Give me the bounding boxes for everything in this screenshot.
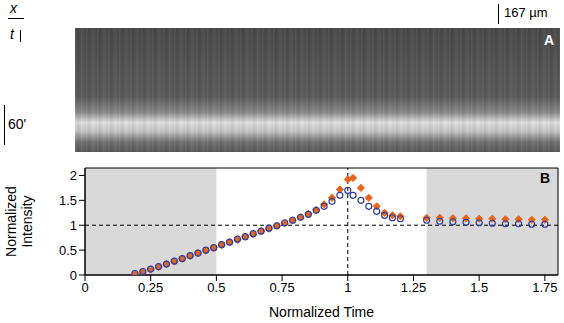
svg-text:1.5: 1.5 — [59, 193, 77, 208]
html-text:B: B — [540, 170, 551, 186]
svg-text:0.25: 0.25 — [138, 280, 163, 295]
html-text:A: A — [543, 32, 554, 48]
svg-text:0.5: 0.5 — [207, 280, 225, 295]
svg-text:NormalizedIntensity: NormalizedIntensity — [3, 186, 35, 257]
svg-text:1.75: 1.75 — [532, 280, 557, 295]
svg-text:0.5: 0.5 — [59, 243, 77, 258]
svg-text:2: 2 — [70, 168, 77, 183]
svg-text:0.75: 0.75 — [269, 280, 294, 295]
svg-text:0: 0 — [70, 268, 77, 283]
svg-text:1.25: 1.25 — [401, 280, 426, 295]
html-text:x: x — [10, 0, 17, 16]
svg-text:Normalized Time: Normalized Time — [269, 304, 374, 320]
html-text:167 µm: 167 µm — [504, 5, 548, 20]
svg-text:1: 1 — [344, 280, 351, 295]
html-text:t: t — [10, 26, 14, 42]
svg-text:1.5: 1.5 — [470, 280, 488, 295]
svg-text:0: 0 — [81, 280, 88, 295]
html-text:60': 60' — [8, 116, 27, 132]
svg-text:1: 1 — [70, 218, 77, 233]
